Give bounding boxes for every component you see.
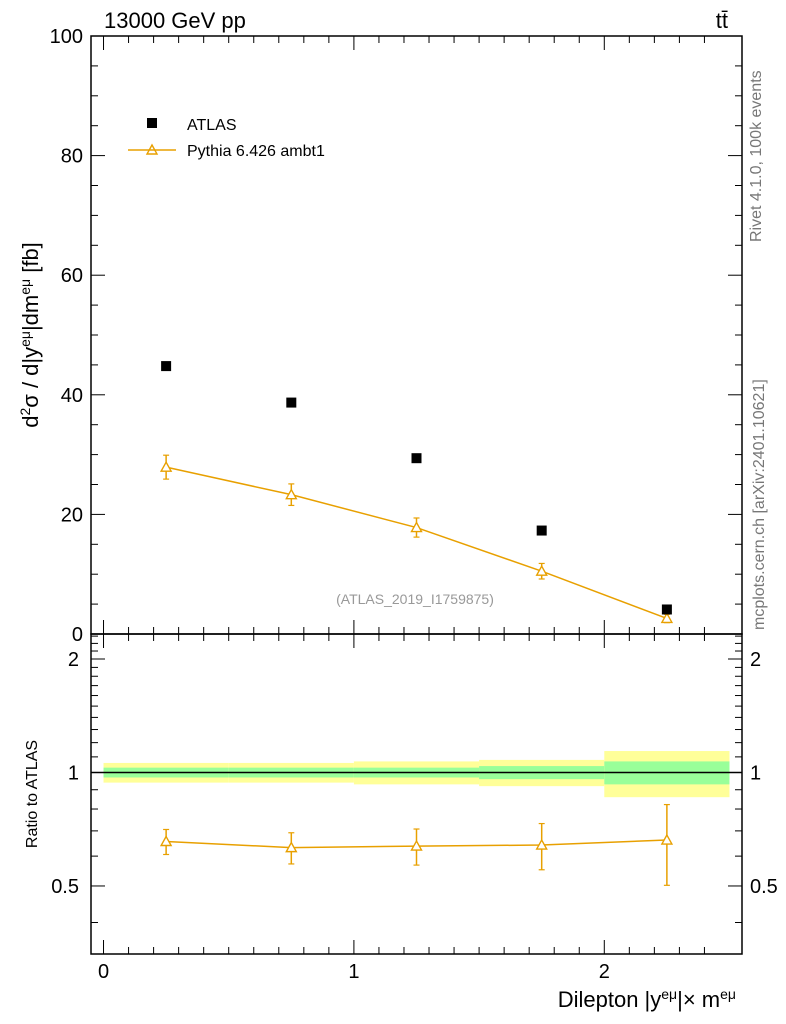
main-ytick-label: 100 [50, 26, 83, 48]
ratio-pythia-point [285, 841, 298, 853]
main-ytick-label: 40 [61, 385, 83, 407]
energy-label: 13000 GeV pp [104, 8, 246, 33]
ratio-ytick-label: 1 [68, 762, 79, 784]
ratio-xtick-label: 0 [98, 961, 109, 983]
ratio-xlabel: Dilepton |yeμ|× meμ [558, 986, 736, 1012]
legend-atlas-label: ATLAS [187, 117, 237, 134]
ratio-ytick-label: 2 [68, 649, 79, 671]
main-ylabel: d2σ / d|yeμ|dmeμ [fb] [17, 242, 43, 428]
main-ytick-label: 80 [61, 146, 83, 168]
ratio-frame [90, 633, 743, 955]
ratio-ylabel: Ratio to ATLAS [24, 740, 41, 848]
ratio-ytick-label-right: 1 [750, 762, 761, 784]
ratio-pythia-point [660, 833, 674, 845]
legend: ATLAS Pythia 6.426 ambt1 [128, 117, 325, 160]
ratio-pythia-point [159, 835, 173, 847]
ratio-data [159, 803, 674, 886]
ratio-pythia-point [410, 839, 423, 851]
process-label: tt̄ [716, 8, 728, 33]
pythia-point [535, 564, 548, 576]
atlas-point [536, 525, 547, 536]
main-data [159, 361, 674, 624]
source-label: mcplots.cern.ch [arXiv:2401.10621] [751, 379, 768, 630]
main-ytick-label: 20 [61, 504, 83, 526]
pythia-point [159, 460, 173, 472]
main-panel: 0 20 40 60 80 100 d2σ / d|yeμ|dmeμ [fb] (ATLA… [17, 26, 743, 646]
ratio-ytick-label-right: 0.5 [750, 876, 778, 898]
pythia-point [285, 488, 298, 500]
ratio-ytick-label: 0.5 [51, 876, 79, 898]
ratio-pythia-point [535, 838, 548, 850]
atlas-point [661, 604, 672, 615]
ratio-ticks: 0.5 0.5 1 1 2 2 0 1 2 [51, 634, 778, 983]
main-ytick-label: 0 [72, 624, 83, 646]
atlas-point [286, 397, 297, 408]
pythia-point [660, 612, 674, 624]
atlas-point [411, 453, 422, 464]
watermark: (ATLAS_2019_I1759875) [336, 591, 494, 607]
ratio-panel: 0.5 0.5 1 1 2 2 0 1 2 Ratio to ATLAS Dilepton |y… [24, 633, 778, 1012]
legend-atlas-marker [147, 118, 157, 128]
pythia-point [410, 521, 423, 533]
main-ytick-label: 60 [61, 265, 83, 287]
atlas-point [161, 361, 172, 372]
legend-pythia-marker [145, 143, 159, 155]
rivet-label: Rivet 4.1.0, 100k events [748, 70, 765, 242]
ratio-xtick-label: 2 [599, 961, 610, 983]
main-ticks: 0 20 40 60 80 100 [50, 26, 742, 646]
ratio-bands [103, 751, 730, 798]
legend-pythia-label: Pythia 6.426 ambt1 [187, 143, 325, 160]
ratio-xtick-label: 1 [348, 961, 359, 983]
ratio-ytick-label-right: 2 [750, 649, 761, 671]
